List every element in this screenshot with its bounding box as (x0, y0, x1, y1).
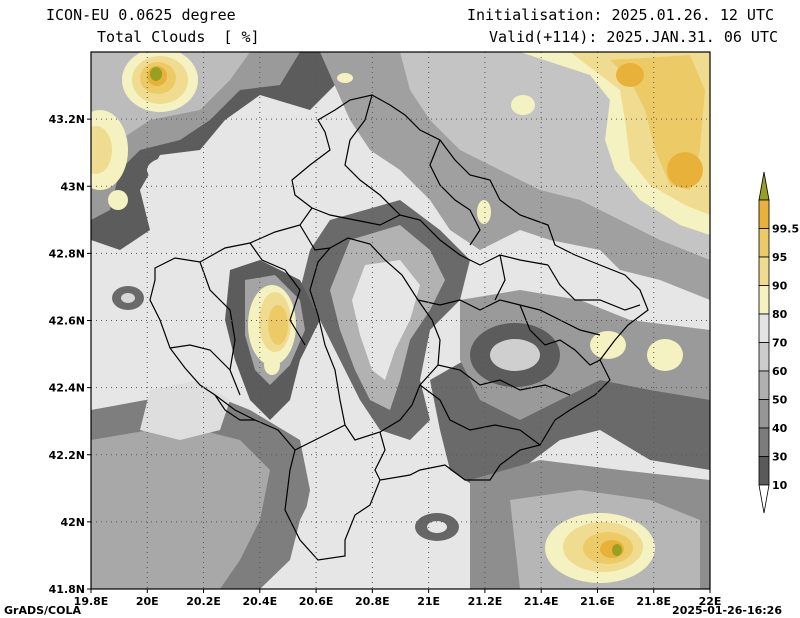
border-internal-15 (169, 344, 231, 371)
cloud-band-southwest-light (91, 425, 270, 589)
cloud-high-west-edge (91, 110, 128, 210)
border-internal-5 (429, 139, 481, 246)
colorbar-swatch (758, 313, 770, 343)
lon-tick-label: 20E (136, 595, 159, 608)
variable-title: Total Clouds [ %] (97, 28, 260, 46)
borders (149, 94, 649, 561)
lat-tick-label: 42.6N (49, 315, 85, 328)
colorbar-level-label: 99.5 (772, 223, 799, 236)
border-internal-1 (199, 261, 241, 396)
initialisation-time: Initialisation: 2025.01.26. 12 UTC (466, 6, 774, 24)
border-internal-6 (344, 94, 401, 216)
colorbar-level-label: 10 (772, 479, 788, 492)
lon-tick-label: 22E (699, 595, 722, 608)
lon-tick-label: 20.8E (355, 595, 390, 608)
border-kosovo-inner (309, 237, 441, 441)
cloud-band-east-gray (460, 290, 710, 420)
border-internal-16 (214, 394, 255, 421)
graticule (91, 52, 710, 589)
lat-tick-label: 41.8N (49, 583, 85, 596)
border-internal-9 (419, 384, 541, 446)
colorbar-swatch (758, 399, 770, 429)
lon-tick-label: 21.4E (524, 595, 559, 608)
model-title: ICON-EU 0.0625 degree (46, 6, 236, 24)
lat-tick-label: 42.4N (49, 382, 85, 395)
colorbar-top-triangle (758, 171, 770, 201)
valid-time: Valid(+114): 2025.JAN.31. 06 UTC (489, 28, 778, 46)
cloud-ring-east-inner (490, 339, 540, 371)
lon-tick-label: 21.8E (636, 595, 671, 608)
colorbar-level-label: 95 (772, 251, 787, 264)
colorbar-swatch (758, 342, 770, 372)
cloud-high-mid-north (477, 200, 491, 224)
credit-label: GrADS/COLA (4, 604, 81, 617)
cloud-high-west-center (248, 285, 296, 375)
lat-tick-label: 42.2N (49, 449, 85, 462)
cloud-clear-mid-south (140, 380, 230, 440)
colorbar-legend: 10 30 40 50 60 70 80 90 95 99.5 (758, 171, 799, 514)
lon-tick-label: 19.8E (74, 595, 109, 608)
border-internal-4 (299, 224, 331, 251)
cloud-high-north-small (511, 95, 535, 115)
cloud-blob-northwest-clear (147, 156, 203, 184)
border-internal-10 (374, 431, 386, 481)
border-internal-3 (311, 207, 549, 266)
colorbar-level-label: 40 (772, 422, 788, 435)
colorbar-swatch (758, 427, 770, 457)
lat-tick-label: 42N (60, 516, 85, 529)
latitude-labels: 41.8N 42N 42.2N 42.4N 42.6N 42.8N 43N 43.2N (49, 113, 91, 596)
lon-tick-label: 20.2E (186, 595, 221, 608)
border-internal-12 (519, 304, 601, 366)
border-internal-8 (437, 364, 571, 396)
cloud-field (91, 52, 710, 589)
cloud-blob-west-1-inner (121, 293, 135, 303)
lon-tick-label: 21.2E (468, 595, 503, 608)
colorbar-swatch (758, 285, 770, 315)
colorbar-level-label: 90 (772, 280, 788, 293)
border-internal-13 (494, 254, 506, 301)
lon-tick-label: 20.6E (299, 595, 334, 608)
cloud-high-northwest (122, 52, 198, 112)
colorbar-level-label: 70 (772, 337, 788, 350)
lat-tick-label: 42.8N (49, 247, 85, 260)
border-internal-11 (294, 424, 346, 451)
lat-tick-label: 43N (60, 180, 85, 193)
cloud-high-north-tiny (337, 73, 353, 83)
colorbar-level-label: 80 (772, 308, 788, 321)
lat-tick-label: 43.2N (49, 113, 85, 126)
border-outline (149, 94, 649, 561)
cloud-clear-south (300, 430, 440, 589)
cloud-high-southeast (545, 513, 655, 583)
border-internal-14 (547, 264, 641, 311)
border-internal-7 (417, 299, 601, 336)
longitude-labels: 19.8E 20E 20.2E 20.4E 20.6E 20.8E 21E 21.2E 21.4… (74, 589, 722, 608)
colorbar-swatch (758, 256, 770, 286)
lon-tick-label: 21E (417, 595, 440, 608)
cloud-high-northeast (520, 52, 710, 235)
colorbar-level-label: 30 (772, 451, 788, 464)
colorbar-swatch (758, 199, 770, 229)
colorbar-level-label: 50 (772, 394, 788, 407)
colorbar-level-label: 60 (772, 365, 788, 378)
lon-tick-label: 20.4E (242, 595, 277, 608)
colorbar-swatch (758, 456, 770, 486)
timestamp-label: 2025-01-26-16:26 (672, 604, 782, 617)
colorbar-swatch (758, 370, 770, 400)
colorbar-swatch (758, 228, 770, 258)
colorbar-bottom-triangle (758, 484, 770, 514)
cloud-blob-south-inner (427, 521, 447, 533)
lon-tick-label: 21.6E (580, 595, 615, 608)
